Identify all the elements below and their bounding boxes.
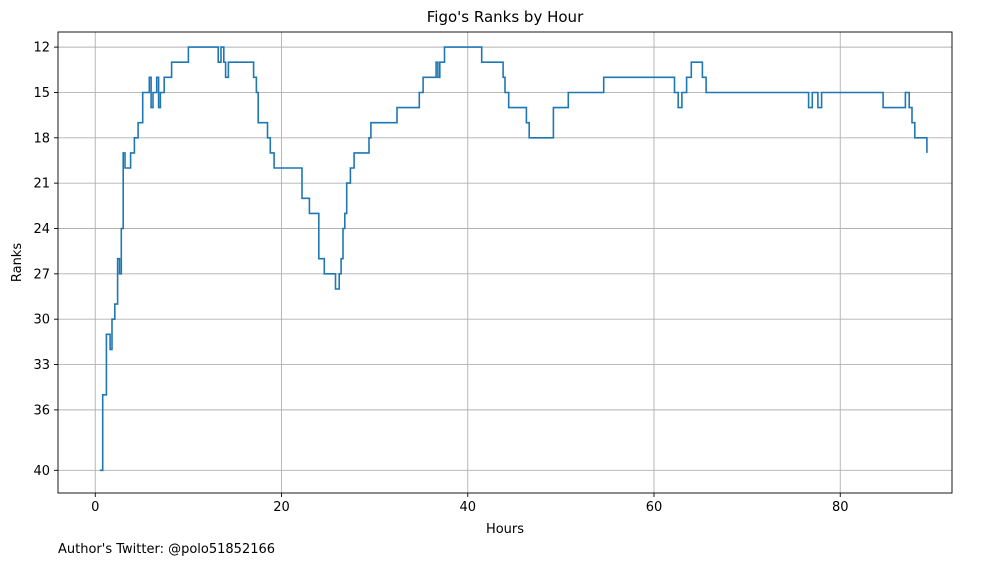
y-tick-label: 12 [33,41,50,56]
chart-title: Figo's Ranks by Hour [427,8,584,26]
series-line [99,46,928,472]
y-tick-label: 24 [33,222,50,237]
y-tick-label: 36 [33,403,50,418]
y-axis-ticks: 12 15 18 21 24 27 30 33 36 40 [33,41,58,479]
y-tick-label: 18 [33,131,50,146]
y-axis-label: Ranks [10,243,25,282]
y-tick-label: 21 [33,177,50,192]
y-tick-label: 27 [33,267,50,282]
author-credit: Author's Twitter: @polo51852166 [58,542,275,557]
x-axis-ticks: 0 20 40 60 80 [91,493,849,515]
x-tick-label: 60 [646,500,663,515]
x-tick-label: 40 [459,500,476,515]
x-tick-label: 0 [91,500,99,515]
y-tick-label: 40 [33,464,50,479]
y-tick-label: 30 [33,313,50,328]
x-tick-label: 20 [273,500,290,515]
x-tick-label: 80 [832,500,849,515]
y-tick-label: 33 [33,358,50,373]
y-tick-label: 15 [33,86,50,101]
x-axis-label: Hours [486,522,524,537]
plot-frame [57,31,953,494]
